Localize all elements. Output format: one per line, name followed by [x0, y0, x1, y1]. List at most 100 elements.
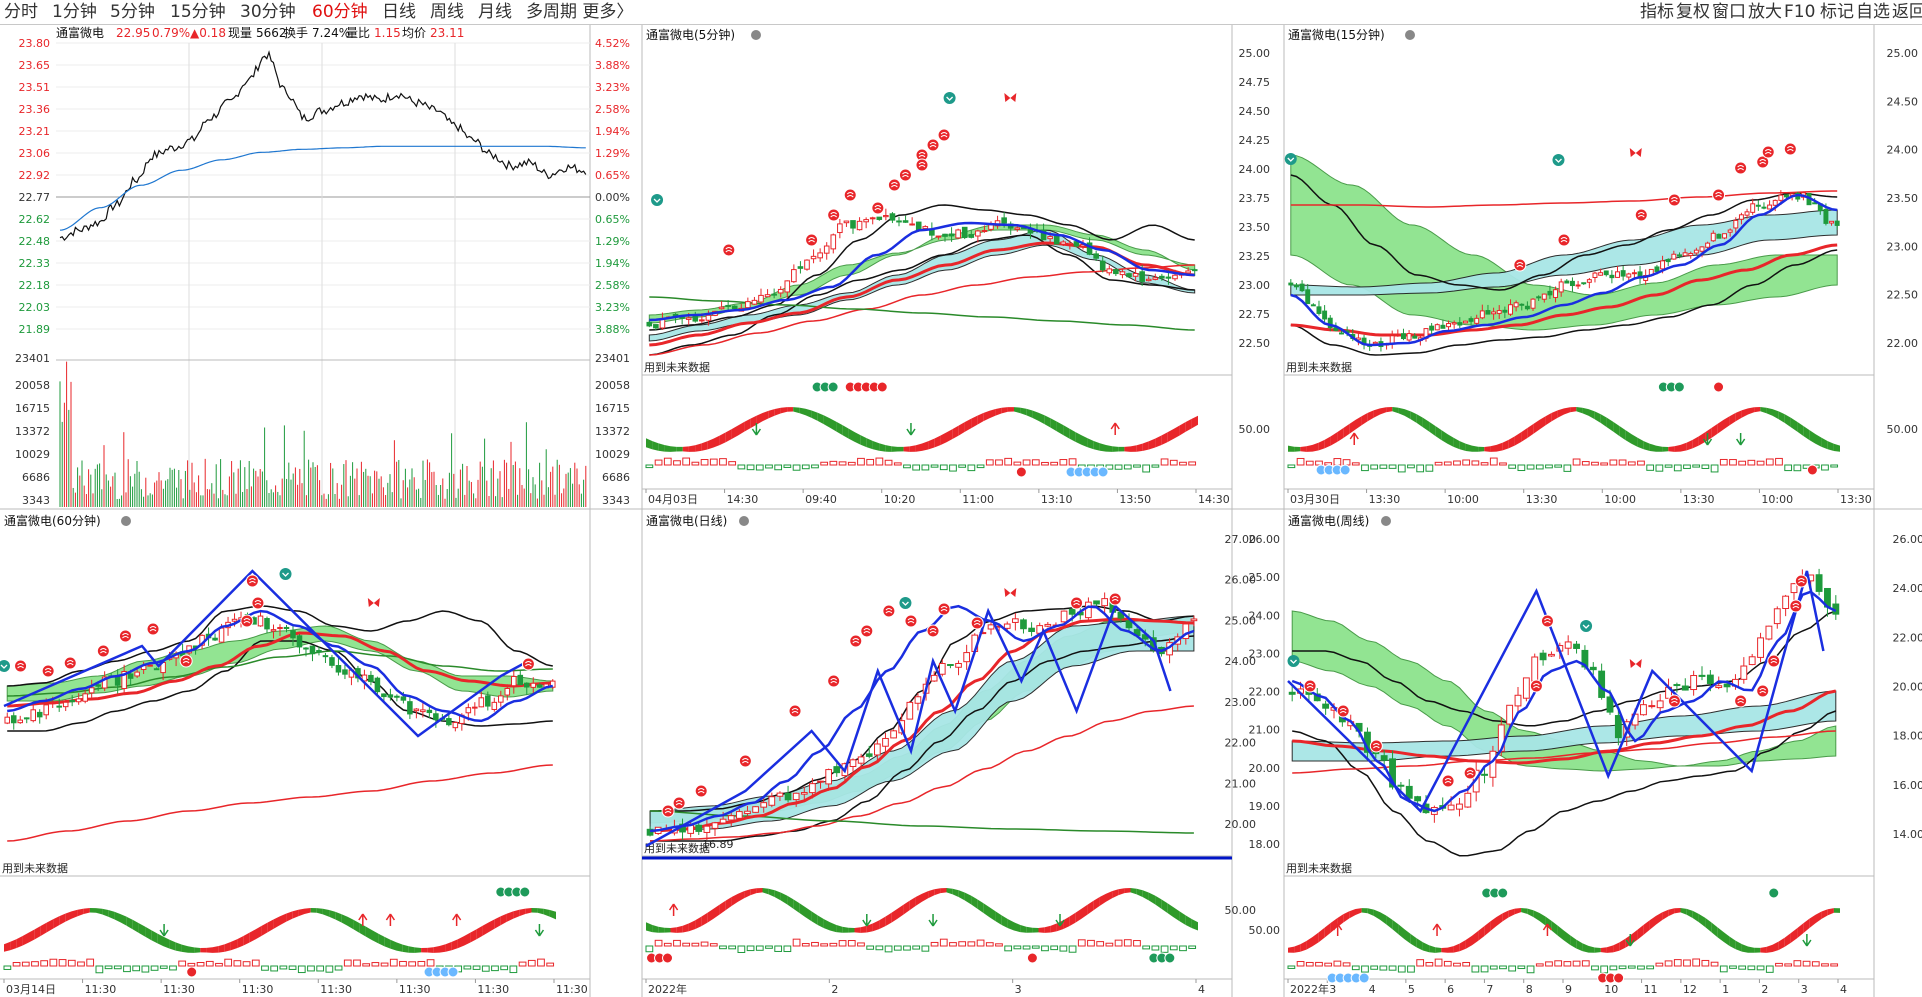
buy-signal-icon-glyph: [1339, 708, 1347, 714]
period-tab-3[interactable]: 15分钟: [170, 2, 226, 22]
sell-signal-icon: [1287, 655, 1300, 667]
candle-body: [1491, 311, 1497, 315]
histogram-bar: [949, 942, 957, 947]
oscillator-segment: [1429, 421, 1436, 436]
oscillator-segment: [1570, 935, 1577, 949]
candle-body: [10, 715, 17, 724]
histogram-bar: [700, 941, 709, 947]
toolbar-btn-0[interactable]: 指标: [1640, 2, 1674, 22]
candle-body: [387, 694, 394, 698]
oscillator-segment: [872, 920, 880, 932]
candle-body: [1815, 574, 1823, 592]
lower-band: [649, 234, 1195, 356]
period-tab-2[interactable]: 5分钟: [110, 2, 155, 22]
histogram-bar: [1526, 965, 1535, 974]
candle-body: [1834, 220, 1840, 226]
sell-signal-icon-glyph: [282, 572, 289, 577]
period-tab-4[interactable]: 30分钟: [240, 2, 296, 22]
histogram-bar: [1747, 965, 1756, 971]
oscillator-segment: [1324, 922, 1331, 938]
period-tab-8[interactable]: 月线: [478, 2, 512, 22]
oscillator-segment: [793, 899, 800, 913]
oscillator-segment: [1662, 909, 1669, 921]
histogram-bar: [1462, 459, 1471, 466]
oscillator-segment: [65, 911, 72, 922]
oscillator-segment: [958, 422, 965, 436]
histogram-bar: [1397, 464, 1406, 473]
blue-trend-line: [1290, 193, 1838, 347]
candle-body: [329, 657, 335, 666]
histogram-bar: [1022, 459, 1031, 466]
price-tick: 23.21: [19, 125, 51, 138]
period-tab-0[interactable]: 分时: [4, 2, 38, 22]
x-label: 3: [1801, 983, 1808, 996]
down-arrow-icon: [1055, 914, 1065, 927]
y-tick: 24.50: [1887, 95, 1919, 108]
oscillator-segment: [157, 933, 164, 947]
histogram-bar: [673, 460, 681, 466]
x-label: 10:00: [1447, 493, 1479, 506]
oscillator-segment: [738, 891, 745, 902]
histogram-bar: [1287, 965, 1296, 969]
candle-body: [725, 304, 731, 307]
candle-body: [1654, 266, 1660, 272]
vol-tick: 23401: [15, 352, 50, 365]
toolbar-btn-2[interactable]: 窗口: [1712, 2, 1746, 22]
oscillator-segment: [1050, 418, 1057, 432]
oscillator-segment: [1649, 915, 1656, 930]
buy-signal-icon-glyph: [66, 660, 74, 666]
oscillator-segment: [1459, 939, 1466, 952]
candle-body: [1530, 298, 1536, 309]
toolbar-btn-1[interactable]: 复权: [1676, 2, 1710, 22]
sell-signal-icon: [899, 597, 912, 609]
candle-body: [1519, 303, 1525, 306]
oscillator-segment: [1606, 417, 1614, 432]
candle-body: [784, 280, 791, 293]
histogram-bar: [389, 958, 398, 967]
toolbar-btn-6[interactable]: 自选: [1856, 2, 1890, 22]
oscillator-segment: [805, 907, 812, 922]
histogram-bar: [774, 464, 783, 471]
histogram-bar: [967, 941, 976, 947]
candle-body: [856, 220, 863, 231]
oscillator-segment: [1081, 904, 1088, 919]
y-tick: 23.00: [1239, 279, 1271, 292]
candle-body: [472, 706, 478, 709]
toolbar-btn-7[interactable]: 返回: [1892, 2, 1922, 22]
toolbar-btn-4[interactable]: F10: [1784, 2, 1816, 22]
oscillator-segment: [1081, 435, 1088, 448]
histogram-bar: [930, 464, 939, 468]
future-data-note: 用到未来数据: [644, 841, 710, 855]
oscillator-segment: [347, 916, 354, 930]
histogram-bar: [820, 943, 829, 947]
candle-body: [491, 701, 498, 710]
period-tab-9[interactable]: 多周期 更多〉: [526, 2, 634, 22]
period-tab-1[interactable]: 1分钟: [52, 2, 97, 22]
period-tab-6[interactable]: 日线: [382, 2, 416, 22]
buy-signal-icon-glyph: [44, 668, 52, 674]
y-tick: 25.00: [1249, 571, 1281, 584]
butterfly-icon: [367, 598, 380, 607]
candle-body: [1053, 234, 1060, 245]
down-arrow-icon: [534, 924, 545, 937]
oscillator-segment: [1821, 909, 1828, 919]
histogram-bar: [1333, 458, 1342, 466]
oscillator-segment: [682, 923, 689, 933]
histogram-bar: [875, 457, 884, 466]
oscillator-segment: [713, 435, 720, 448]
toolbar-btn-5[interactable]: 标记: [1820, 2, 1854, 22]
down-arrow-icon: [928, 914, 938, 927]
buy-signal-icon-glyph: [1444, 778, 1452, 784]
period-tab-5[interactable]: 60分钟: [312, 2, 368, 22]
oscillator-segment: [762, 410, 769, 422]
histogram-bar: [1729, 459, 1737, 466]
candle-body: [1316, 306, 1322, 314]
histogram-bar: [939, 464, 948, 471]
period-tab-7[interactable]: 周线: [430, 2, 464, 22]
toolbar-btn-3[interactable]: 放大: [1748, 2, 1782, 22]
oscillator-segment: [1167, 903, 1174, 918]
histogram-bar: [1114, 464, 1123, 470]
up-arrow-icon: [1432, 923, 1442, 936]
histogram-bar: [77, 961, 85, 967]
sell-signal-icon-glyph: [1582, 624, 1590, 629]
